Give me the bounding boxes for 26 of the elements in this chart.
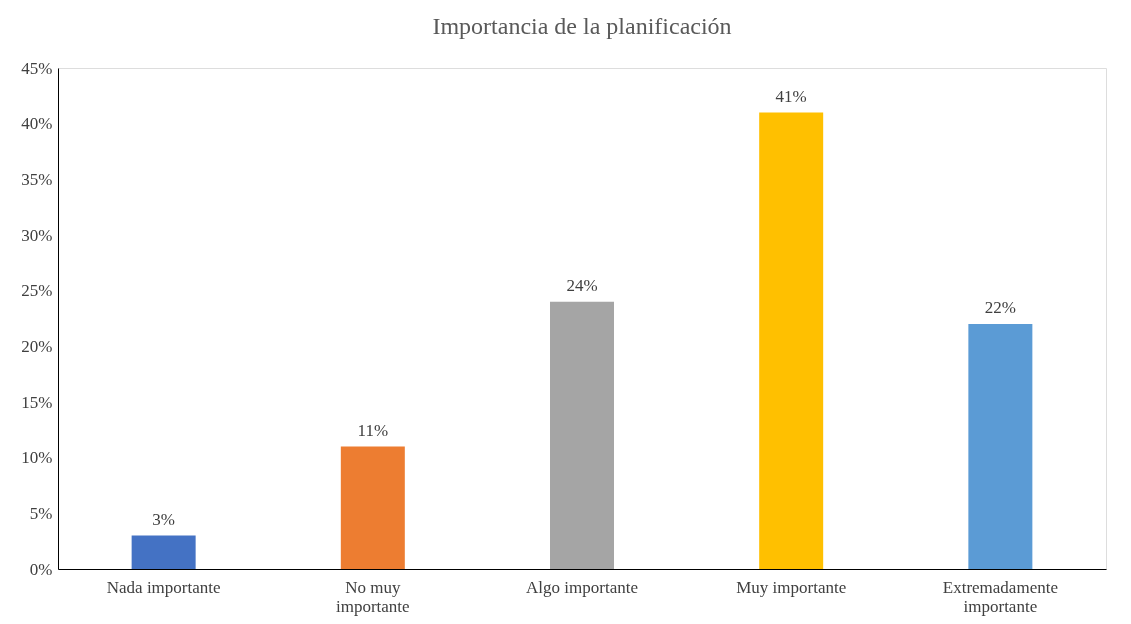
y-tick-label: 30%: [21, 225, 53, 245]
data-label: 41%: [775, 86, 807, 106]
x-tick-label: Nada importante: [106, 577, 221, 597]
data-label: 11%: [357, 420, 389, 440]
data-label: 24%: [566, 275, 598, 295]
y-tick-label: 15%: [21, 392, 53, 412]
y-tick-label: 10%: [21, 448, 53, 468]
data-label: 3%: [152, 509, 175, 529]
data-label: 22%: [984, 298, 1016, 318]
bar: [340, 446, 405, 569]
bar: [131, 535, 196, 569]
y-tick-label: 0%: [29, 559, 53, 579]
chart-title: Importancia de la planificación: [432, 13, 732, 39]
y-tick-label: 45%: [21, 58, 53, 78]
bar: [759, 112, 824, 569]
x-tick-label: Extremadamente importante: [942, 577, 1058, 616]
x-tick-label: Muy importante: [736, 577, 847, 597]
bar: [968, 324, 1033, 569]
y-tick-label: 20%: [21, 336, 53, 356]
x-tick-label: Algo importante: [526, 577, 638, 597]
x-tick-label: No muy importante: [335, 577, 410, 616]
y-tick-label: 25%: [21, 281, 53, 301]
y-tick-label: 35%: [21, 169, 53, 189]
y-tick-label: 40%: [21, 114, 53, 134]
bar: [550, 301, 614, 569]
y-tick-label: 5%: [29, 503, 53, 523]
